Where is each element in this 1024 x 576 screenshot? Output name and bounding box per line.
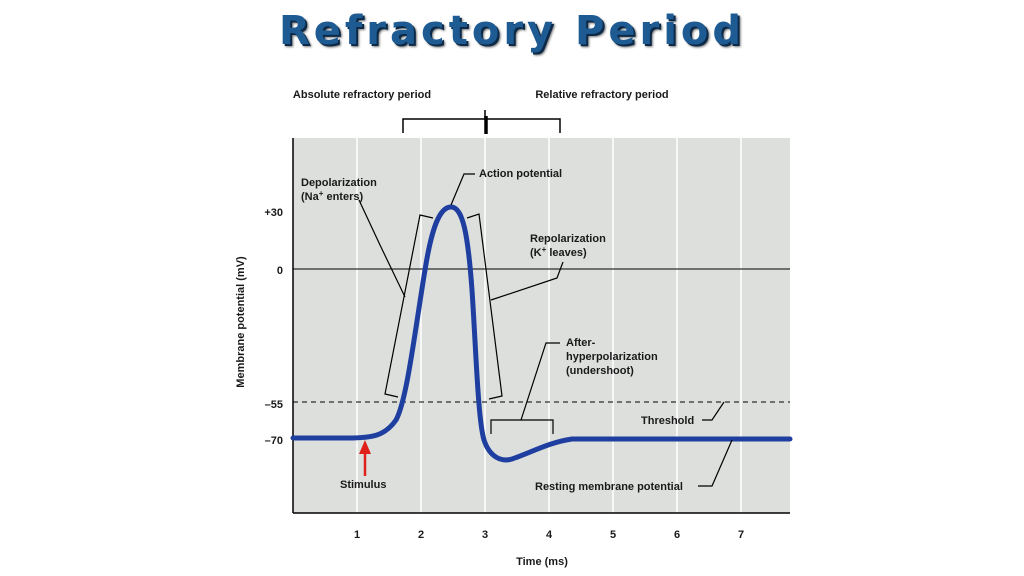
x-tick-4: 4 [546,529,553,541]
plot-area [293,138,790,513]
afterhyperpolarization-label-line1: After- [566,337,596,349]
repolarization-leader [490,261,564,301]
slide-title: Refractory Period [278,8,746,54]
repolarization-label: Repolarization [530,233,606,245]
y-tick-minus55: –55 [265,399,283,411]
relative-period-bracket [485,118,561,133]
depolarization-label-line2: (Na+ enters) [301,189,363,204]
depolarization-leader [358,199,406,298]
absolute-period-bracket [402,118,485,133]
vertical-gridlines [356,138,742,513]
resting-potential-leader [698,439,733,487]
threshold-label: Threshold [641,415,694,427]
x-tick-3: 3 [482,529,488,541]
repolarization-label-line2: (K+ leaves) [530,245,587,260]
x-axis-title: Time (ms) [516,556,568,568]
absolute-period-label: Absolute refractory period [293,89,431,101]
depolarization-bracket [384,214,434,398]
y-tick-0: 0 [277,265,283,277]
x-tick-1: 1 [354,529,360,541]
afterhyperpolarization-bracket [490,419,554,434]
y-tick-minus70: –70 [265,435,283,447]
afterhyperpolarization-label-line3: (undershoot) [566,365,634,377]
threshold-leader [702,401,725,421]
afterhyperpolarization-label-line2: hyperpolarization [566,351,658,363]
x-tick-7: 7 [738,529,744,541]
stimulus-label: Stimulus [340,479,386,491]
relative-period-label: Relative refractory period [535,89,668,101]
x-tick-5: 5 [610,529,616,541]
y-tick-plus30: +30 [264,207,283,219]
stimulus-arrow-head [359,440,371,454]
x-tick-6: 6 [674,529,680,541]
action-potential-trace [290,204,793,463]
resting-potential-label: Resting membrane potential [535,481,683,493]
x-tick-2: 2 [418,529,424,541]
action-potential-label: Action potential [479,168,562,180]
depolarization-label: Depolarization [301,177,377,189]
y-axis-title: Membrane potential (mV) [235,256,247,388]
repolarization-bracket [466,213,503,400]
action-potential-leader [450,173,475,206]
afterhyperpolarization-leader [520,342,560,421]
